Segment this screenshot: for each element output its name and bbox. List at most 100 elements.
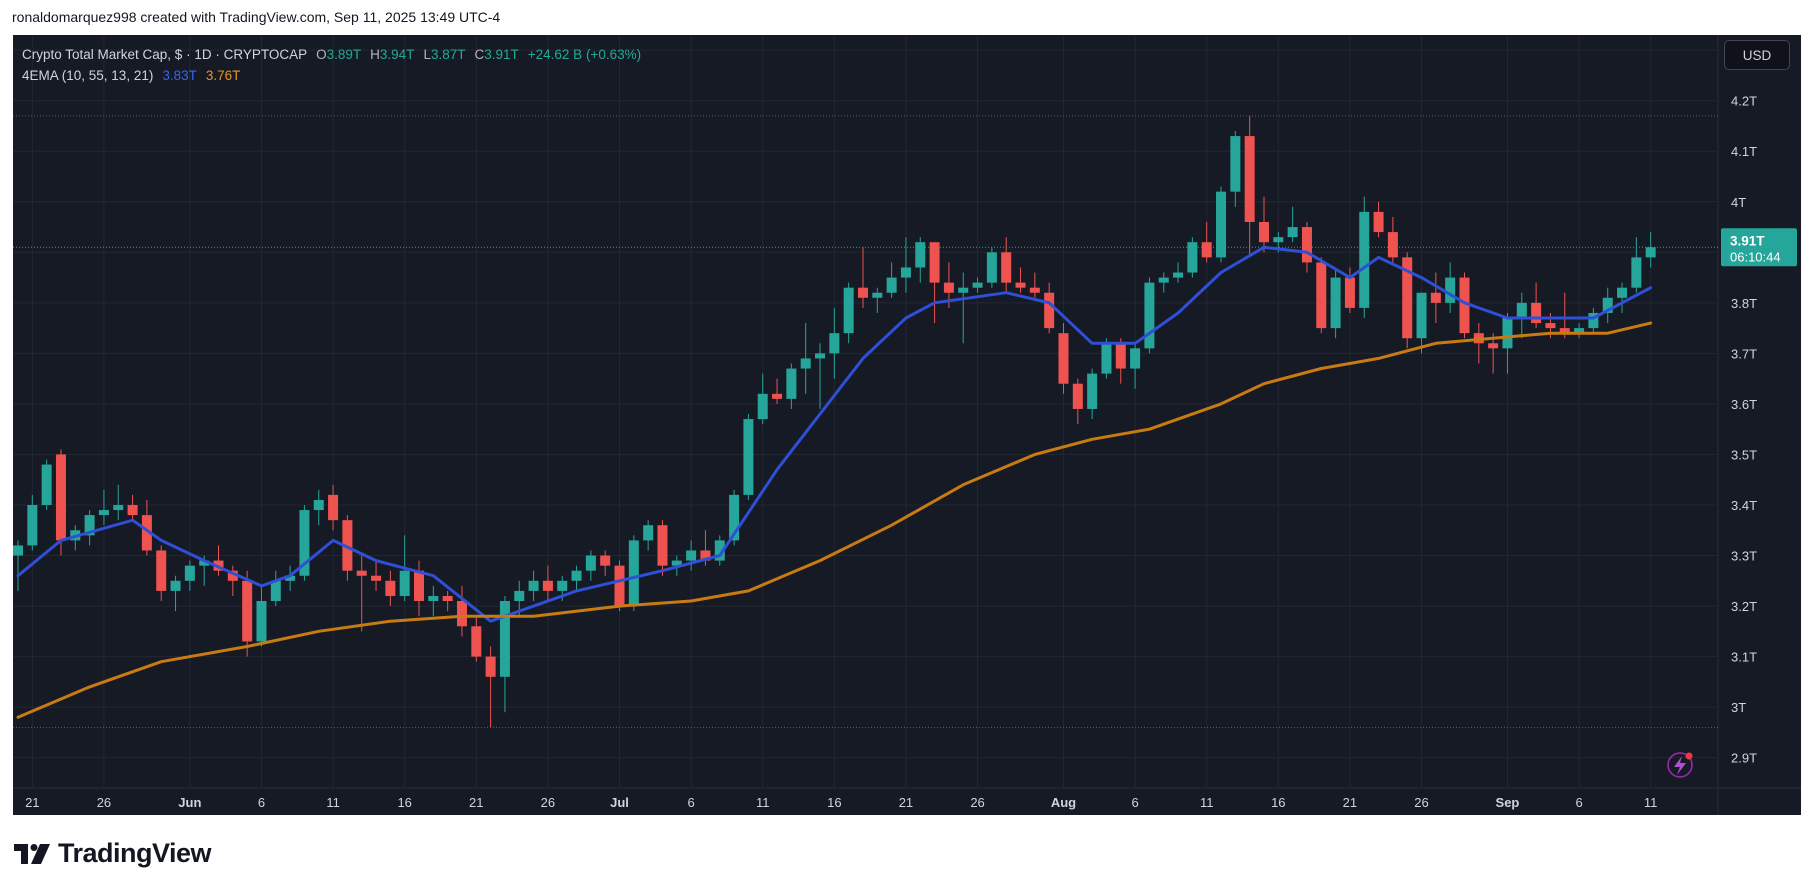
candle-body-up[interactable] (786, 368, 797, 399)
candle-body-up[interactable] (1602, 297, 1613, 313)
tradingview-logo[interactable]: TradingView (14, 838, 212, 869)
candle-body-down[interactable] (657, 525, 668, 566)
candle-body-up[interactable] (1273, 237, 1284, 243)
candle-body-down[interactable] (1058, 333, 1069, 384)
candle-body-down[interactable] (242, 580, 253, 642)
ema-fast-line[interactable] (16, 245, 1653, 623)
candle-body-down[interactable] (1402, 257, 1413, 339)
candle-body-down[interactable] (471, 626, 482, 657)
candle-body-down[interactable] (1545, 323, 1556, 329)
candle-body-up[interactable] (499, 601, 510, 677)
candle-body-down[interactable] (342, 520, 353, 571)
candle-body-up[interactable] (872, 292, 883, 298)
candle-body-up[interactable] (1158, 277, 1169, 283)
candle-body-up[interactable] (1574, 328, 1585, 334)
candle-body-down[interactable] (127, 504, 138, 516)
candle-body-down[interactable] (456, 601, 467, 627)
candle-body-up[interactable] (528, 580, 539, 591)
candle-body-up[interactable] (270, 580, 281, 602)
candle-body-up[interactable] (514, 590, 525, 602)
candle-body-up[interactable] (98, 510, 109, 516)
candle-body-up[interactable] (1502, 318, 1513, 349)
candle-body-up[interactable] (1287, 227, 1298, 238)
candle-body-down[interactable] (1344, 277, 1355, 308)
candle-body-down[interactable] (1044, 292, 1055, 329)
candle-body-down[interactable] (328, 494, 339, 521)
candle-body-down[interactable] (356, 570, 367, 576)
candle-body-up[interactable] (299, 510, 310, 576)
candle-body-down[interactable] (1201, 242, 1212, 258)
candle-body-down[interactable] (1459, 277, 1470, 334)
candle-body-down[interactable] (1115, 343, 1126, 369)
candle-body-up[interactable] (800, 358, 811, 369)
candle-body-down[interactable] (1072, 383, 1083, 409)
candle-body-down[interactable] (414, 570, 425, 602)
candle-body-up[interactable] (27, 504, 38, 546)
candle-body-up[interactable] (1216, 191, 1227, 258)
candlestick-chart[interactable]: 2.9T 3T 3.1T 3.2T 3.3T 3.4T 3.5T 3.6T 3.7T 3.8T 3.… (13, 35, 1801, 815)
candle-body-down[interactable] (1387, 232, 1398, 258)
candle-body-up[interactable] (643, 525, 654, 541)
candle-body-down[interactable] (614, 565, 625, 607)
symbol-title[interactable]: Crypto Total Market Cap, $ · 1D · CRYPTO… (22, 47, 308, 62)
candle-body-down[interactable] (442, 595, 453, 602)
candle-body-up[interactable] (628, 540, 639, 607)
candle-body-up[interactable] (729, 494, 740, 541)
candle-body-up[interactable] (1445, 277, 1456, 303)
candle-body-up[interactable] (1645, 247, 1656, 258)
candle-body-up[interactable] (1187, 242, 1198, 273)
candle-body-up[interactable] (399, 570, 410, 596)
candle-body-down[interactable] (1531, 302, 1542, 324)
candle-body-up[interactable] (843, 287, 854, 334)
candle-body-up[interactable] (1516, 302, 1527, 319)
candle-body-down[interactable] (542, 580, 553, 591)
candle-body-up[interactable] (199, 560, 210, 566)
candle-body-up[interactable] (1359, 211, 1370, 308)
candle-body-down[interactable] (1430, 292, 1441, 303)
candle-body-down[interactable] (600, 555, 611, 566)
candle-body-down[interactable] (1001, 252, 1012, 283)
candle-body-up[interactable] (714, 540, 725, 561)
candle-body-up[interactable] (313, 499, 324, 511)
candle-body-up[interactable] (743, 419, 754, 495)
candle-body-up[interactable] (1130, 348, 1141, 369)
candle-body-up[interactable] (13, 545, 23, 556)
candle-body-down[interactable] (1488, 343, 1499, 349)
candle-body-down[interactable] (700, 550, 711, 561)
candle-body-up[interactable] (557, 580, 568, 591)
candle-body-up[interactable] (1588, 312, 1599, 329)
candle-body-down[interactable] (156, 550, 167, 591)
candle-body-down[interactable] (1244, 136, 1255, 222)
candle-body-up[interactable] (1101, 343, 1112, 374)
candle-body-up[interactable] (829, 333, 840, 354)
candle-body-down[interactable] (55, 454, 66, 541)
candle-body-down[interactable] (227, 570, 238, 581)
candle-body-up[interactable] (428, 595, 439, 602)
candle-body-down[interactable] (1373, 211, 1384, 233)
candle-body-down[interactable] (1029, 287, 1040, 293)
candle-body-down[interactable] (943, 282, 954, 293)
candle-body-up[interactable] (986, 252, 997, 283)
candle-body-down[interactable] (1258, 221, 1269, 243)
candle-body-up[interactable] (41, 464, 52, 505)
candle-body-up[interactable] (571, 570, 582, 581)
candle-body-down[interactable] (485, 656, 496, 677)
candle-body-up[interactable] (1631, 257, 1642, 288)
candle-body-up[interactable] (757, 393, 768, 420)
candle-body-up[interactable] (285, 575, 296, 581)
candle-body-down[interactable] (1559, 328, 1570, 334)
candle-body-up[interactable] (84, 515, 95, 536)
candle-body-up[interactable] (1087, 373, 1098, 409)
candle-body-up[interactable] (900, 267, 911, 278)
candle-body-up[interactable] (972, 282, 983, 288)
candle-body-up[interactable] (815, 353, 826, 359)
candle-body-up[interactable] (1230, 136, 1241, 192)
candle-body-up[interactable] (671, 560, 682, 566)
currency-button[interactable]: USD (1724, 40, 1790, 70)
candle-body-up[interactable] (1416, 292, 1427, 339)
candle-body-up[interactable] (184, 565, 195, 581)
candle-body-down[interactable] (929, 242, 940, 283)
candle-body-down[interactable] (371, 575, 382, 581)
candle-body-up[interactable] (1173, 272, 1184, 278)
candle-body-down[interactable] (1301, 227, 1312, 263)
